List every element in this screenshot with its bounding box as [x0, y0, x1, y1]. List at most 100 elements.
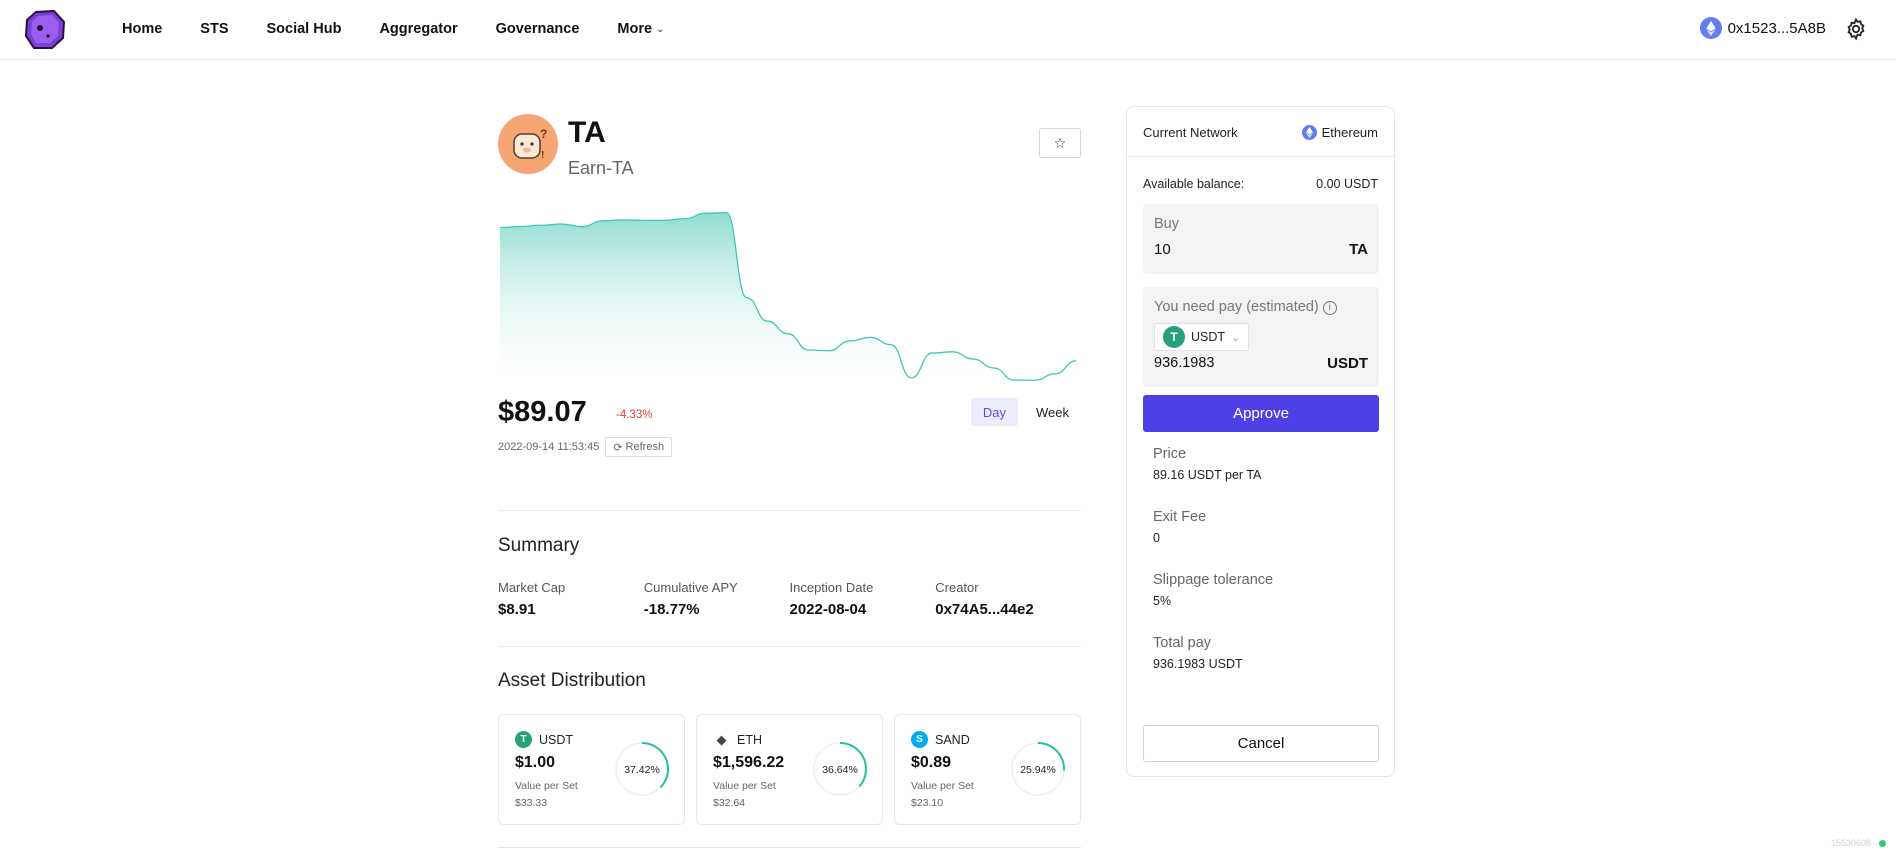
pay-token-label: USDT [1191, 330, 1226, 344]
asset-value-label: Value per Set [713, 780, 776, 792]
asset-distribution-title: Asset Distribution [498, 670, 646, 691]
stat-label: Market Cap [498, 580, 566, 595]
divider [498, 510, 1081, 511]
network-row: Current Network Ethereum [1127, 107, 1394, 157]
detail-slippage: Slippage tolerance 5% [1153, 572, 1273, 608]
pay-box: You need pay (estimated) i T USDT ⌄ 936.1… [1143, 287, 1379, 387]
asset-value-amount: $32.64 [713, 797, 746, 809]
main-nav: Home STS Social Hub Aggregator Governanc… [122, 0, 702, 58]
nav-sts[interactable]: STS [200, 21, 228, 37]
stat-cumulative-apy: Cumulative APY -18.77% [644, 580, 790, 618]
network-value: Ethereum [1301, 125, 1378, 140]
detail-value: 936.1983 USDT [1153, 657, 1243, 671]
price-change: -4.33% [616, 409, 653, 421]
asset-value-amount: $33.33 [515, 797, 548, 809]
asset-card-sand: S SAND $0.89 Value per Set $23.10 25.94% [894, 714, 1081, 825]
range-tabs: Day Week [970, 398, 1081, 426]
asset-cards: T USDT $1.00 Value per Set $33.33 37.42%… [498, 714, 1081, 825]
nav-sts-label: STS [200, 21, 229, 37]
asset-symbol: USDT [539, 732, 574, 747]
stat-label: Cumulative APY [643, 580, 738, 595]
detail-value: 89.16 USDT per TA [1153, 468, 1262, 482]
chevron-down-icon: ⌄ [1231, 331, 1241, 344]
token-detail: ? ! TA Earn-TA ☆ $89.07 -4.33% Day Week … [498, 110, 1081, 848]
wallet-button[interactable]: 0x1523...5A8B [1699, 17, 1826, 39]
balance-label: Available balance: [1143, 177, 1245, 191]
detail-exit-fee: Exit Fee 0 [1153, 509, 1206, 545]
price-chart [499, 212, 1077, 390]
pay-token-select[interactable]: T USDT ⌄ [1154, 323, 1250, 351]
stat-inception-date: Inception Date 2022-08-04 [790, 580, 936, 618]
eth-icon: ◆ [716, 731, 727, 747]
detail-price: Price 89.16 USDT per TA [1153, 446, 1261, 482]
stat-label: Creator [935, 580, 979, 595]
network-name: Ethereum [1321, 125, 1378, 140]
detail-label: Price [1153, 446, 1187, 462]
stat-value: 2022-08-04 [789, 601, 867, 618]
asset-price: $0.89 [911, 754, 952, 771]
ethereum-icon [1699, 17, 1722, 39]
allocation-ring: 36.64% [813, 742, 867, 796]
approve-button[interactable]: Approve [1143, 395, 1379, 432]
ring-percent: 25.94% [1020, 764, 1056, 776]
ring-percent: 37.42% [624, 764, 660, 776]
stat-market-cap: Market Cap $8.91 [498, 580, 644, 618]
nav-home-label: Home [122, 21, 163, 37]
trade-panel: Current Network Ethereum Available balan… [1126, 106, 1395, 777]
ring-arc [813, 742, 867, 796]
ring-percent: 36.64% [822, 764, 858, 776]
info-icon[interactable]: i [1322, 300, 1337, 315]
tab-day[interactable]: Day [970, 398, 1018, 426]
gear-icon[interactable] [1844, 17, 1868, 41]
buy-box: Buy TA [1143, 204, 1379, 274]
detail-label: Exit Fee [1153, 509, 1207, 525]
nav-aggregator[interactable]: Aggregator [379, 21, 457, 37]
star-icon: ☆ [1053, 134, 1067, 151]
chart-price-line [499, 212, 1077, 381]
summary-title: Summary [498, 535, 580, 556]
token-header: ? ! TA Earn-TA ☆ [498, 110, 1081, 180]
tab-week[interactable]: Week [1036, 404, 1069, 420]
token-name: Earn-TA [568, 158, 634, 178]
pay-label-text: You need pay (estimated) [1154, 299, 1319, 315]
divider [498, 646, 1081, 647]
nav-more-dropdown[interactable]: More ⌄ [617, 21, 664, 37]
token-symbol: TA [568, 116, 606, 149]
ethereum-icon [1301, 125, 1317, 140]
ring-arc [615, 742, 669, 796]
block-number: 15530608 [1830, 838, 1871, 848]
connection-status-dot [1879, 839, 1886, 847]
cancel-button[interactable]: Cancel [1143, 725, 1379, 762]
timestamp-row: 2022-09-14 11:53:45 ⟳ Refresh [498, 437, 673, 457]
top-nav-bar: Home STS Social Hub Aggregator Governanc… [0, 0, 1896, 60]
nav-social-hub[interactable]: Social Hub [267, 21, 342, 37]
nav-governance-label: Governance [495, 21, 580, 37]
allocation-ring: 25.94% [1011, 742, 1065, 796]
stat-value: -18.77% [643, 601, 700, 618]
detail-label: Total pay [1153, 635, 1212, 651]
chart-area-fill [500, 212, 1076, 390]
stat-label: Inception Date [789, 580, 874, 595]
stat-creator: Creator 0x74A5...44e2 [935, 580, 1081, 618]
asset-symbol: ETH [737, 732, 762, 747]
price-row: $89.07 -4.33% Day Week [498, 392, 1081, 432]
refresh-button[interactable]: ⟳ Refresh [605, 437, 673, 457]
buy-amount-input[interactable] [1154, 241, 1304, 258]
svg-text:!: ! [541, 150, 544, 161]
app-logo[interactable] [24, 9, 66, 50]
pay-label: You need pay (estimated) i [1154, 299, 1337, 315]
detail-value: 5% [1153, 594, 1172, 608]
status-indicator: 15530608 [1831, 838, 1886, 848]
asset-value-amount: $23.10 [911, 797, 944, 809]
favorite-button[interactable]: ☆ [1039, 128, 1081, 158]
asset-value: Value per Set $33.33 [515, 778, 578, 812]
price-timestamp: 2022-09-14 11:53:45 [498, 441, 600, 453]
sand-icon: S [911, 731, 928, 748]
nav-more-label: More [617, 21, 653, 37]
stat-value[interactable]: 0x74A5...44e2 [935, 601, 1034, 618]
nav-social-hub-label: Social Hub [266, 21, 342, 37]
divider [498, 847, 1081, 848]
asset-value: Value per Set $23.10 [911, 778, 974, 812]
nav-governance[interactable]: Governance [496, 21, 580, 37]
nav-home[interactable]: Home [122, 21, 162, 37]
